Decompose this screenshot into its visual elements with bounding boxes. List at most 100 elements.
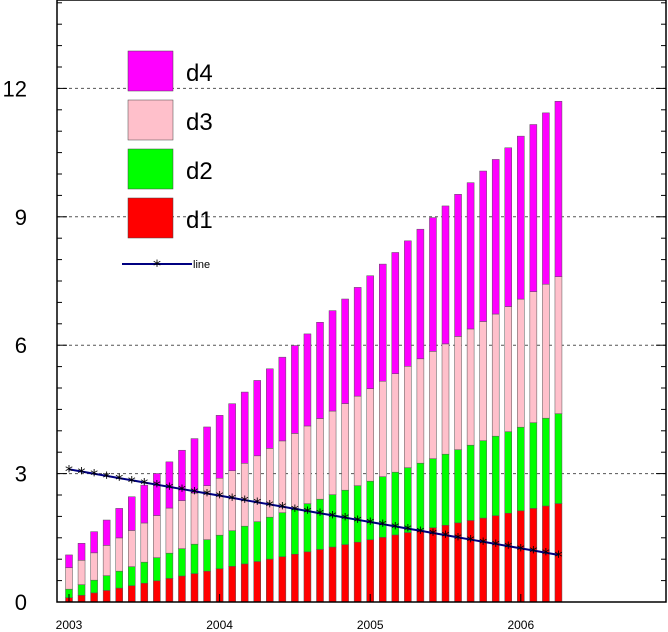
- bar-d1-18: [291, 554, 299, 603]
- line-marker-19: *: [303, 503, 311, 522]
- bar-d4-24: [366, 275, 374, 389]
- bar-d2-35: [504, 431, 512, 514]
- bar-d1-34: [491, 515, 500, 603]
- bar-d3-33: [479, 321, 487, 441]
- y-tick-label-4: 12: [3, 76, 27, 101]
- bar-d4-18: [291, 345, 299, 434]
- bar-d3-6: [140, 522, 149, 563]
- line-marker-8: *: [165, 479, 173, 498]
- line-marker-9: *: [178, 481, 186, 500]
- line-marker-3: *: [103, 468, 111, 487]
- bar-d1-6: [140, 582, 149, 603]
- bar-d3-0: [65, 567, 73, 590]
- bar-d3-31: [454, 336, 462, 450]
- bar-d4-37: [529, 124, 538, 292]
- bar-d3-26: [391, 373, 400, 473]
- bar-d3-27: [404, 366, 412, 468]
- bar-d1-13: [228, 566, 236, 603]
- line-marker-15: *: [253, 494, 261, 513]
- bar-d1-2: [90, 592, 98, 603]
- bar-d3-37: [529, 291, 538, 423]
- bar-d4-32: [466, 182, 475, 330]
- legend-swatch-d1: [127, 197, 174, 239]
- bar-d4-23: [353, 287, 362, 397]
- bar-d2-16: [266, 516, 274, 560]
- bar-d2-30: [441, 453, 450, 526]
- bar-d2-11: [203, 539, 211, 572]
- bar-d4-38: [542, 112, 550, 285]
- bar-d4-33: [479, 170, 487, 322]
- bar-d1-21: [328, 546, 337, 603]
- bar-d2-38: [542, 417, 550, 507]
- bar-d3-8: [165, 507, 174, 554]
- bar-d1-26: [391, 534, 400, 603]
- line-marker-14: *: [241, 492, 249, 511]
- bar-d4-0: [65, 554, 73, 569]
- line-marker-10: *: [191, 483, 199, 502]
- bar-d1-24: [366, 539, 374, 603]
- legend-swatch-d4: [127, 50, 174, 92]
- bar-d2-4: [115, 570, 123, 589]
- bar-d1-17: [278, 556, 287, 603]
- bar-d3-2: [90, 552, 98, 581]
- bar-d2-6: [140, 561, 149, 584]
- bar-d3-3: [102, 545, 111, 576]
- bar-d2-12: [215, 534, 224, 569]
- bar-d3-19: [303, 425, 312, 504]
- bar-d2-2: [90, 579, 98, 594]
- line-marker-23: *: [354, 512, 362, 531]
- bar-d3-35: [504, 306, 512, 432]
- bar-d4-3: [102, 519, 111, 546]
- line-marker-30: *: [442, 527, 450, 546]
- bar-d4-11: [203, 426, 211, 486]
- bar-d1-27: [404, 532, 412, 603]
- bar-d3-30: [441, 343, 450, 455]
- bar-d1-4: [115, 587, 123, 603]
- legend-swatch-d3: [127, 99, 174, 141]
- bar-d4-28: [416, 228, 425, 360]
- bar-d3-28: [416, 358, 425, 464]
- bar-d4-12: [215, 415, 224, 479]
- bar-d4-31: [454, 194, 462, 337]
- bar-d4-36: [517, 135, 525, 300]
- line-marker-35: *: [504, 538, 512, 557]
- bar-d2-28: [416, 462, 425, 531]
- bar-d4-5: [128, 496, 136, 531]
- line-marker-21: *: [329, 507, 337, 526]
- bar-d2-36: [517, 426, 525, 512]
- bar-d1-5: [128, 585, 136, 603]
- line-marker-6: *: [140, 474, 148, 493]
- bar-d1-16: [266, 558, 274, 603]
- bar-d3-25: [379, 380, 387, 477]
- bar-d3-38: [542, 283, 550, 419]
- bar-d3-7: [153, 515, 161, 558]
- legend-label-d2: d2: [186, 158, 213, 185]
- line-marker-33: *: [479, 534, 487, 553]
- bar-d2-3: [102, 575, 111, 591]
- bar-d2-34: [491, 435, 500, 516]
- bar-d2-8: [165, 552, 174, 579]
- bar-d3-20: [316, 418, 324, 500]
- bar-d2-37: [529, 422, 538, 509]
- bar-d1-9: [178, 575, 186, 603]
- bar-d4-7: [153, 473, 161, 516]
- bar-d4-29: [429, 217, 437, 352]
- y-tick-label-2: 6: [15, 333, 27, 358]
- bar-d1-23: [353, 541, 362, 603]
- line-path: [68, 468, 559, 556]
- bar-d4-14: [240, 391, 249, 464]
- line-marker-26: *: [391, 518, 399, 537]
- line-marker-31: *: [454, 529, 462, 548]
- bar-d4-17: [278, 356, 287, 442]
- line-marker-5: *: [128, 472, 136, 491]
- bar-d2-9: [178, 548, 186, 577]
- bar-d4-25: [379, 263, 387, 382]
- legend-label-line: line: [193, 259, 210, 271]
- bar-d2-29: [429, 458, 437, 528]
- line-marker-16: *: [266, 496, 274, 515]
- x-tick-label-2: 2005: [357, 618, 384, 632]
- line-marker-17: *: [278, 499, 286, 518]
- bar-d4-13: [228, 403, 236, 471]
- legend: d4 d3 d2 d1 * line: [122, 50, 213, 275]
- bar-d2-1: [77, 584, 86, 596]
